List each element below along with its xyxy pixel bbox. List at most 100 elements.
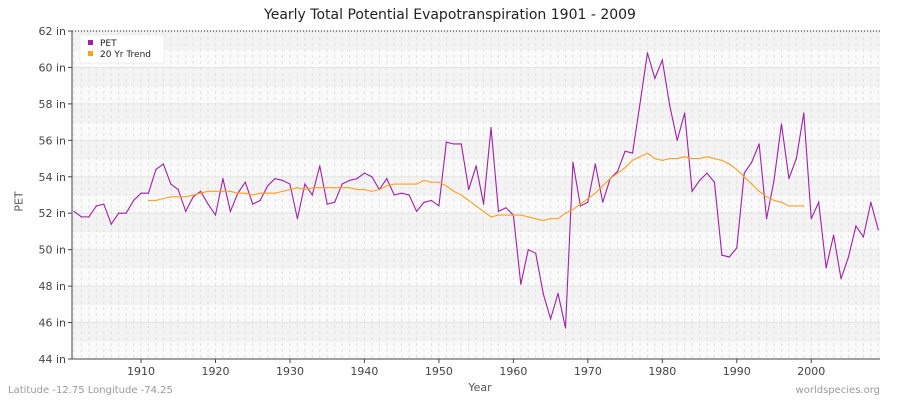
grid-band: [72, 195, 880, 214]
pet-point: [415, 210, 418, 212]
pet-point: [192, 196, 194, 198]
trend-point: [780, 201, 783, 203]
x-tick-label: 1910: [127, 365, 155, 378]
trend-point: [698, 157, 701, 160]
grid-band: [72, 67, 880, 86]
grid-band: [72, 85, 880, 104]
pet-point: [520, 283, 522, 285]
pet-point: [847, 256, 850, 258]
trend-point: [155, 199, 157, 202]
y-tick-label: 48 in: [38, 280, 66, 293]
pet-point: [698, 179, 701, 182]
x-tick-label: 1990: [723, 365, 751, 378]
pet-point: [80, 216, 83, 218]
trend-point: [244, 192, 246, 194]
y-tick-label: 44 in: [38, 353, 66, 366]
pet-point: [140, 192, 142, 194]
trend-point: [639, 156, 641, 158]
trend-point: [512, 214, 514, 216]
x-tick-label: 2000: [797, 365, 825, 378]
pet-point: [646, 52, 649, 54]
trend-point: [222, 190, 224, 192]
pet-point: [550, 318, 552, 320]
y-tick-label: 52 in: [38, 207, 66, 220]
pet-point: [810, 218, 812, 220]
pet-point: [482, 203, 485, 205]
trend-point: [408, 183, 410, 185]
pet-point: [155, 168, 157, 171]
trend-point: [669, 157, 671, 160]
pet-point: [661, 59, 663, 61]
pet-point: [832, 234, 835, 236]
x-tick-label: 1970: [574, 365, 602, 378]
footer-source[interactable]: worldspecies.org: [795, 385, 880, 396]
pet-point: [535, 252, 537, 254]
pet-point: [259, 199, 261, 202]
pet-point: [579, 205, 581, 207]
trend-point: [170, 196, 172, 198]
grid-band: [72, 49, 880, 68]
trend-point: [631, 159, 634, 161]
pet-point: [177, 188, 179, 191]
trend-point: [542, 219, 544, 222]
trend-point: [713, 157, 716, 160]
grid-band: [72, 122, 880, 141]
pet-point: [862, 236, 864, 238]
trend-point: [371, 190, 373, 192]
footer-coordinates: Latitude -12.75 Longitude -74.25: [8, 385, 173, 396]
x-tick-label: 1940: [350, 365, 378, 378]
pet-point: [475, 165, 477, 167]
pet-point: [840, 278, 842, 280]
trend-point: [587, 198, 589, 200]
trend-point: [788, 205, 790, 207]
trend-point: [490, 216, 492, 218]
trend-point: [453, 190, 455, 192]
pet-point: [624, 150, 626, 152]
trend-point: [594, 192, 596, 194]
pet-point: [207, 203, 209, 205]
grid-band: [72, 213, 880, 232]
pet-point: [363, 172, 366, 174]
trend-point: [356, 188, 358, 191]
pet-point: [341, 183, 343, 185]
trend-point: [348, 187, 351, 189]
trend-point: [341, 187, 343, 189]
pet-point: [356, 178, 358, 180]
pet-point: [401, 192, 403, 194]
grid-band: [72, 140, 880, 159]
pet-point: [706, 172, 708, 174]
pet-point: [490, 126, 492, 129]
chart-title: Yearly Total Potential Evapotranspiratio…: [264, 7, 636, 23]
pet-point: [654, 77, 656, 79]
legend-swatch: [88, 40, 93, 45]
pet-point: [765, 218, 768, 220]
pet-point: [423, 201, 425, 203]
pet-point: [319, 165, 321, 167]
legend-label: PET: [100, 39, 117, 49]
pet-point: [594, 163, 596, 165]
trend-point: [609, 178, 611, 180]
trend-point: [661, 159, 663, 161]
pet-point: [602, 201, 604, 203]
pet-point: [751, 161, 753, 163]
trend-point: [728, 163, 730, 165]
trend-point: [177, 196, 179, 198]
pet-point: [252, 203, 254, 205]
pet-point: [557, 292, 559, 294]
pet-point: [222, 178, 224, 180]
trend-point: [304, 188, 306, 191]
pet-point: [170, 183, 172, 185]
pet-point: [803, 112, 805, 114]
y-tick-label: 46 in: [38, 317, 66, 330]
pet-point: [132, 199, 135, 202]
pet-point: [88, 216, 90, 218]
trend-point: [192, 194, 194, 196]
trend-point: [252, 194, 254, 196]
trend-point: [691, 157, 693, 160]
pet-point: [564, 327, 567, 329]
x-tick-label: 1930: [276, 365, 304, 378]
pet-point: [326, 203, 328, 205]
pet-point: [713, 181, 716, 183]
pet-point: [631, 152, 634, 154]
pet-point: [199, 190, 202, 192]
